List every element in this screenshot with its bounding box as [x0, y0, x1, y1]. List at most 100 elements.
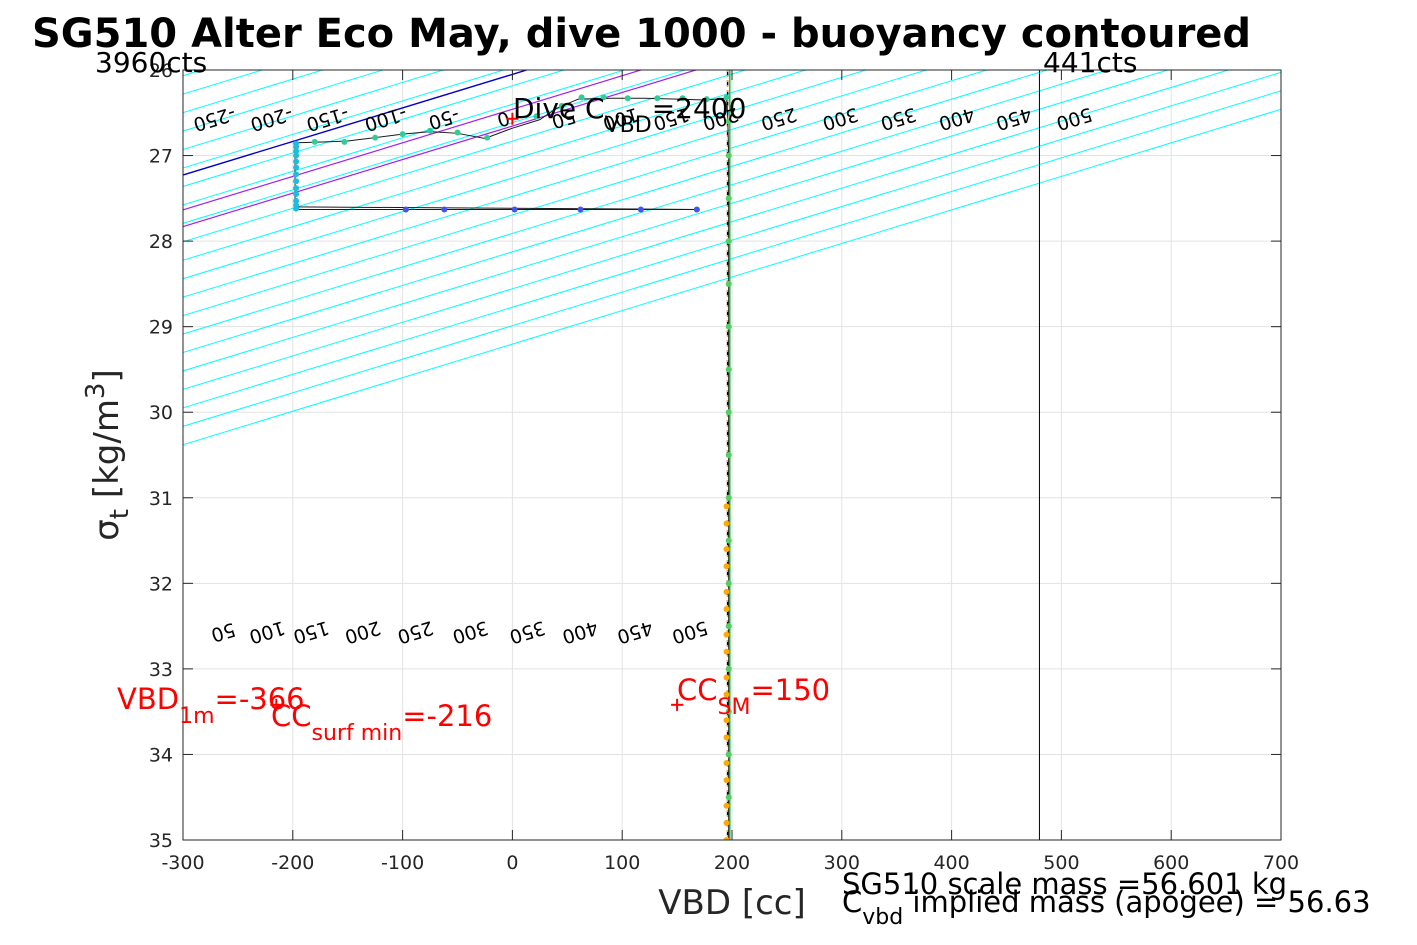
data-point: [293, 171, 300, 178]
data-point: [725, 118, 732, 125]
data-point: [600, 94, 607, 101]
data-point: [725, 494, 732, 501]
data-point: [679, 95, 686, 102]
chart-title: SG510 Alter Eco May, dive 1000 - buoyanc…: [32, 11, 1251, 57]
data-point: [725, 323, 732, 330]
x-tick-label: 700: [1263, 852, 1299, 874]
buoyancy-contour-line: [183, 70, 746, 243]
data-point: [723, 648, 730, 655]
axis-ticks: -300 -200 -100 0 100 200 300 400 500 600 700 26 27 28…: [149, 60, 1299, 874]
data-point: [293, 202, 300, 209]
cc-sm-text: CC: [677, 673, 718, 707]
surface-limit-line: [183, 70, 696, 228]
data-point: [723, 717, 730, 724]
data-point: [293, 158, 300, 165]
buoyancy-contour-line: [183, 70, 867, 280]
implied-mass-sub: vbd: [862, 905, 903, 930]
x-tick-label: -200: [271, 852, 314, 874]
buoyancy-contour-line: [183, 90, 1281, 427]
data-point: [454, 129, 461, 136]
vbd-1m-annotation: VBD1m=-366: [117, 682, 305, 729]
counts-label-left: 3960cts: [95, 46, 207, 79]
x-tick-label: -100: [381, 852, 424, 874]
svg-text:σt [kg/m3]: σt [kg/m3]: [81, 369, 135, 541]
dive-cvbd-text: Dive C: [513, 92, 605, 125]
surface-limit-line: [183, 70, 642, 211]
y-tick-label: 26: [149, 60, 173, 82]
x-tick-label: 500: [1043, 852, 1079, 874]
y-tick-label: 34: [149, 744, 173, 766]
data-point: [577, 206, 584, 213]
data-point: [293, 191, 300, 198]
implied-mass-text: Cvbd implied mass (apogee) = 56.63: [842, 885, 1371, 930]
counts-label-right: 441cts: [1043, 46, 1137, 79]
cc-sm-value: =150: [750, 673, 830, 707]
data-point: [293, 185, 300, 192]
buoyancy-contour-line: [183, 70, 1169, 372]
y-tick-label: 27: [149, 146, 173, 168]
data-point: [723, 691, 730, 698]
data-point: [725, 238, 732, 245]
data-point: [723, 546, 730, 553]
data-point: [578, 94, 585, 101]
data-point: [723, 606, 730, 612]
data-point: [725, 623, 732, 630]
data-point: [725, 409, 732, 416]
data-point: [723, 734, 730, 741]
y-tick-label: 29: [149, 317, 173, 339]
x-axis-label: VBD [cc]: [658, 883, 806, 923]
data-point: [427, 127, 434, 134]
data-point: [723, 588, 730, 595]
data-point: [484, 134, 491, 141]
y-tick-label: 31: [149, 488, 173, 510]
vbd-1m-sub: 1m: [179, 704, 214, 729]
x-tick-label: 0: [506, 852, 518, 874]
y-tick-label: 28: [149, 231, 173, 253]
y-axis-label-text: [kg/m: [87, 399, 127, 498]
data-point: [723, 94, 730, 101]
data-point: [293, 178, 300, 185]
dive-cvbd-value: =2400: [652, 92, 747, 125]
cc-surf-min-value: =-216: [402, 699, 492, 733]
dive-data-series: [293, 94, 732, 840]
cc-sm-annotation: CCSM=150: [677, 673, 830, 720]
buoyancy-contour-line: [183, 70, 806, 261]
data-point: [293, 164, 300, 171]
data-point: [725, 580, 732, 587]
data-point: [723, 777, 730, 784]
buoyancy-contour-lines: [183, 70, 1281, 446]
data-point: [293, 197, 300, 204]
y-tick-label: 35: [149, 830, 173, 852]
buoyancy-contour-line: [183, 70, 987, 317]
data-point: [533, 113, 540, 120]
x-tick-label: 300: [824, 852, 860, 874]
x-tick-label: 400: [933, 852, 969, 874]
data-point: [637, 206, 644, 213]
vbd-1m-text: VBD: [117, 682, 179, 716]
data-point: [624, 95, 631, 102]
data-point: [293, 140, 300, 147]
dive-cvbd-sub: VBD: [605, 113, 652, 138]
data-point: [725, 366, 732, 373]
x-tick-label: 200: [714, 852, 750, 874]
buoyancy-contour-line: [183, 70, 1108, 354]
x-tick-label: 100: [604, 852, 640, 874]
buoyancy-contour-line: [183, 70, 1048, 335]
data-point: [725, 280, 732, 287]
data-point: [723, 760, 730, 766]
data-point: [723, 631, 730, 638]
data-point: [725, 152, 732, 159]
cc-surf-min-text: CC: [271, 699, 312, 733]
cc-surf-min-annotation: CCsurf min=-216: [271, 699, 492, 746]
data-point: [725, 665, 732, 672]
data-point: [723, 802, 730, 809]
vbd-1m-value: =-366: [215, 682, 305, 716]
data-point: [725, 537, 732, 544]
buoyancy-contour-line: [183, 70, 625, 206]
y-axis-label: σt [kg/m3]: [81, 369, 135, 541]
data-point: [723, 563, 730, 570]
data-point: [703, 96, 710, 103]
data-point: [725, 195, 732, 202]
x-tick-label: -300: [161, 852, 204, 874]
